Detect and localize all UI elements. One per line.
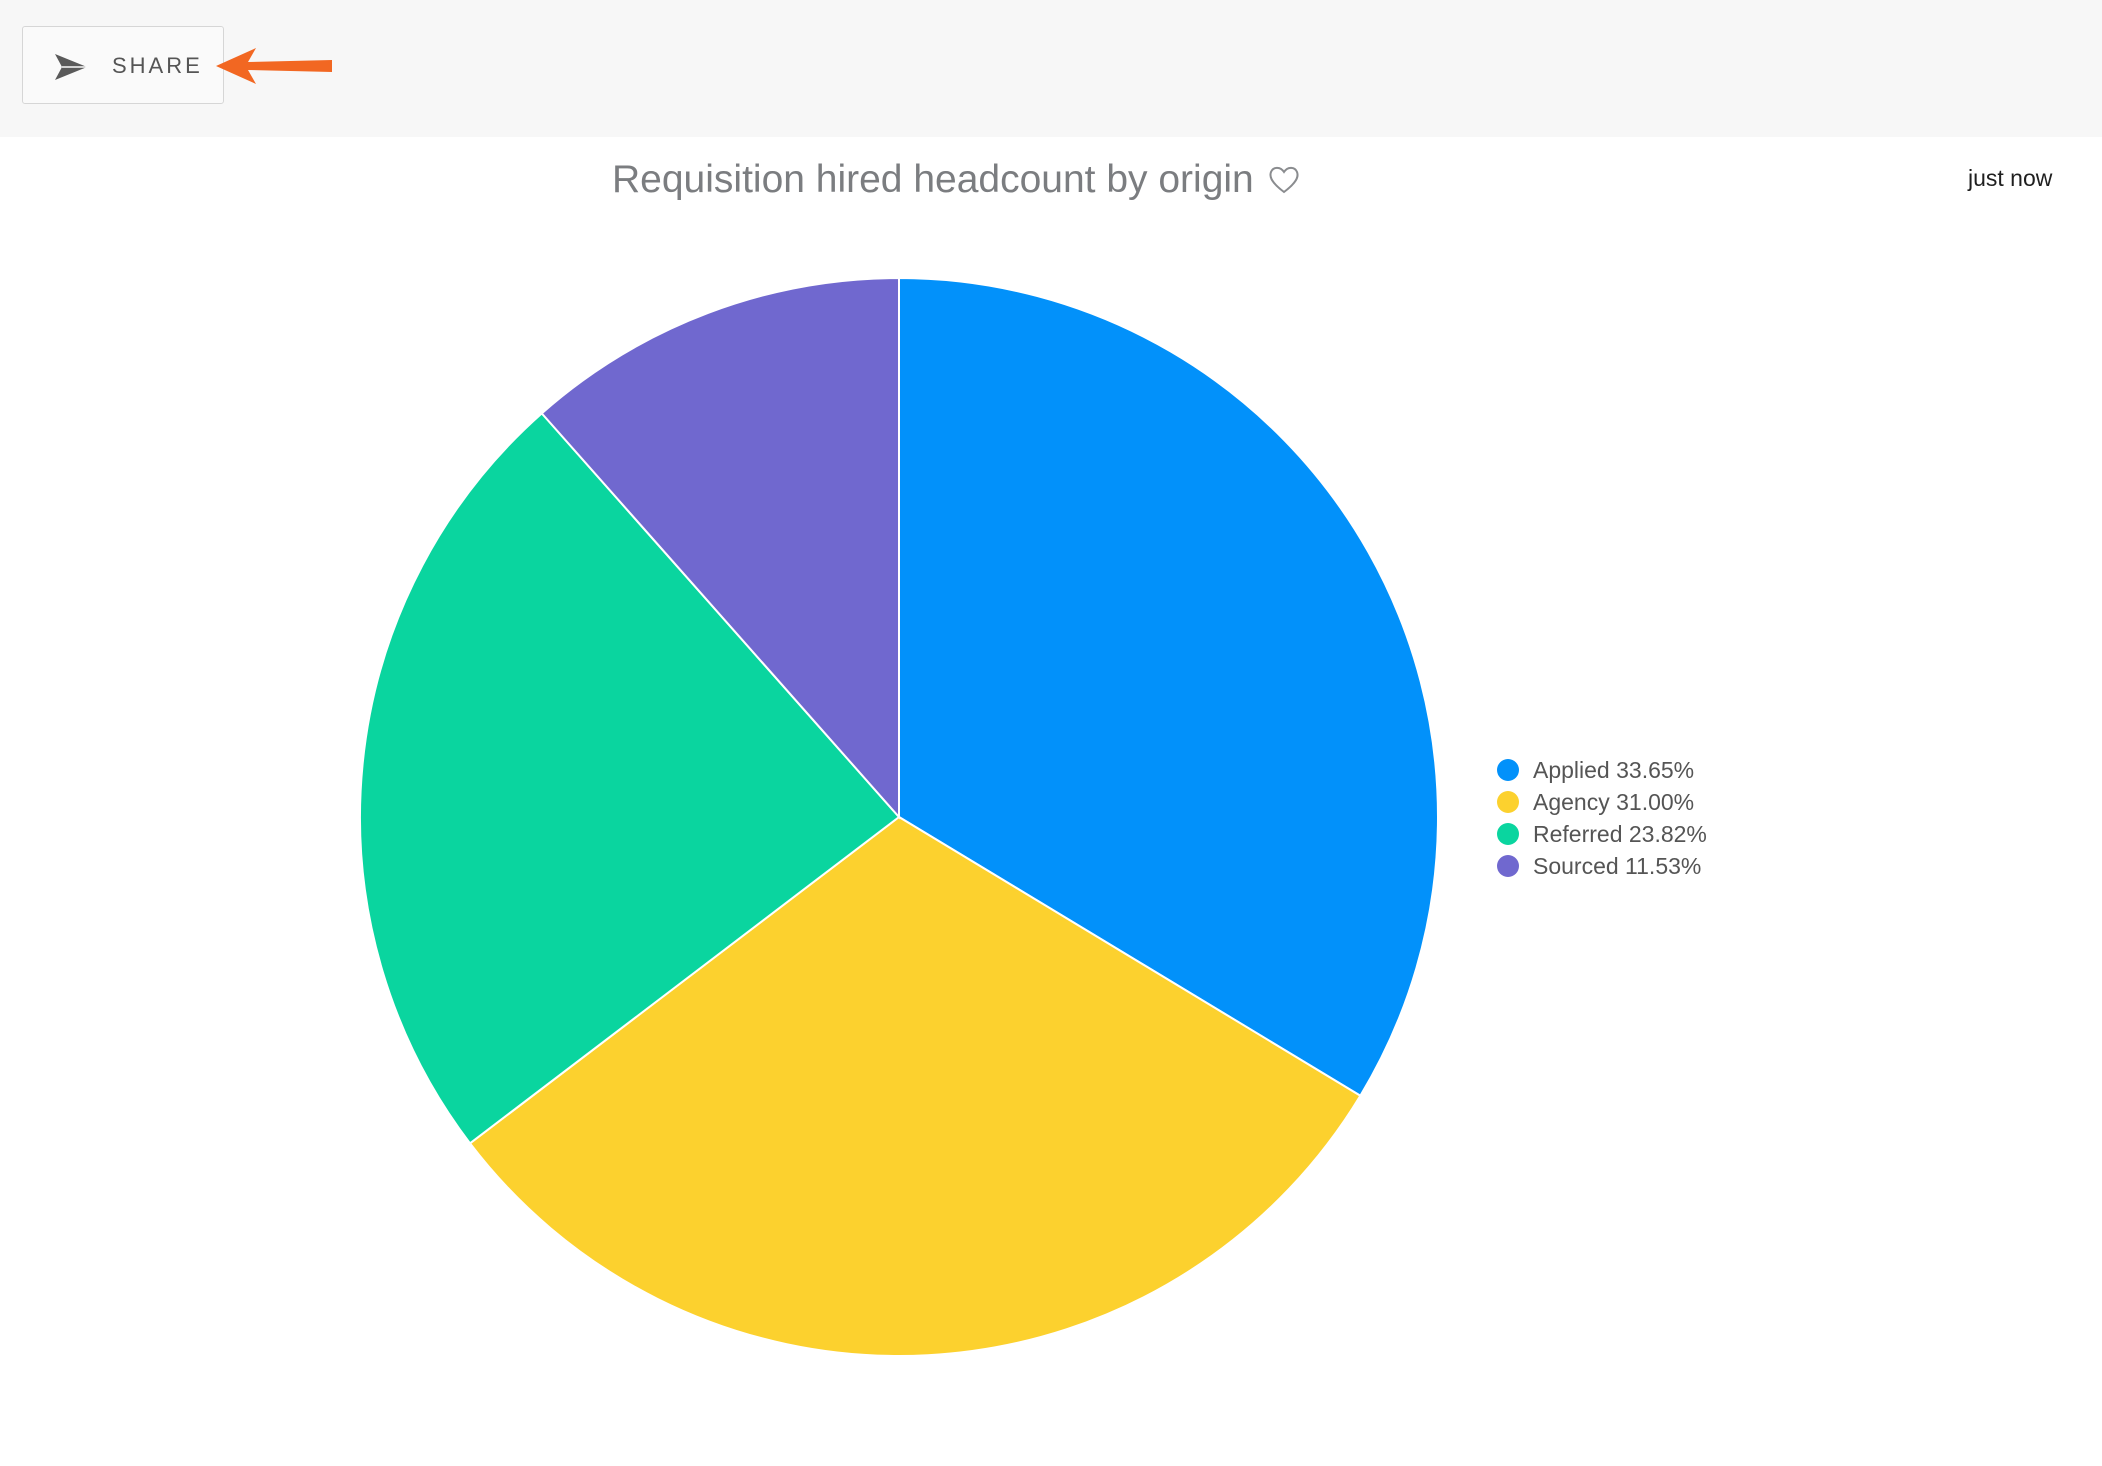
legend-item-sourced[interactable]: Sourced 11.53% bbox=[1497, 850, 1707, 882]
pie-slice-sourced[interactable] bbox=[540, 276, 900, 820]
updated-timestamp: just now bbox=[1968, 165, 2053, 191]
legend-label: Agency 31.00% bbox=[1533, 788, 1695, 815]
share-button[interactable]: SHARE bbox=[22, 26, 224, 104]
annotation-arrow-icon bbox=[216, 48, 332, 84]
legend-item-applied[interactable]: Applied 33.65% bbox=[1497, 754, 1707, 786]
pie-slice-applied[interactable] bbox=[898, 276, 1439, 1098]
legend-label: Sourced 11.53% bbox=[1533, 852, 1702, 879]
legend-swatch bbox=[1497, 791, 1519, 813]
paper-plane-icon bbox=[55, 54, 87, 80]
legend-swatch bbox=[1497, 823, 1519, 845]
legend-item-referred[interactable]: Referred 23.82% bbox=[1497, 818, 1707, 850]
chart-title-row: Requisition hired headcount by origin bbox=[612, 150, 1300, 210]
toolbar: SHARE bbox=[0, 0, 2102, 137]
legend-label: Referred 23.82% bbox=[1533, 820, 1707, 847]
pie-slice-agency[interactable] bbox=[468, 815, 1362, 1357]
legend-swatch bbox=[1497, 855, 1519, 877]
pie-slice-referred[interactable] bbox=[359, 411, 901, 1145]
legend-swatch bbox=[1497, 759, 1519, 781]
legend-label: Applied 33.65% bbox=[1533, 756, 1695, 783]
legend-item-agency[interactable]: Agency 31.00% bbox=[1497, 786, 1707, 818]
share-button-label: SHARE bbox=[112, 53, 203, 78]
chart-legend: Applied 33.65% Agency 31.00% Referred 23.8… bbox=[1497, 754, 1707, 882]
chart-title: Requisition hired headcount by origin bbox=[612, 158, 1254, 201]
heart-icon[interactable] bbox=[1268, 166, 1300, 194]
